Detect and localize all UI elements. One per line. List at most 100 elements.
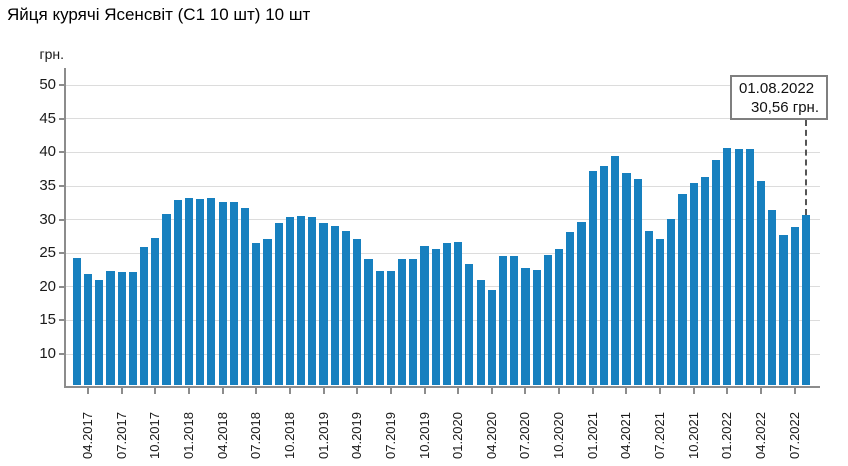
- price-bar[interactable]: [655, 239, 665, 386]
- price-bar[interactable]: [386, 270, 395, 386]
- price-bar[interactable]: [106, 270, 115, 386]
- price-bar[interactable]: [756, 181, 766, 386]
- price-bar[interactable]: [409, 259, 418, 386]
- price-bar[interactable]: [128, 272, 137, 386]
- price-bar[interactable]: [229, 202, 238, 386]
- x-axis-tick-label: 04.2019: [349, 412, 365, 459]
- gridline: [65, 353, 820, 355]
- price-bar[interactable]: [745, 149, 754, 386]
- price-bar[interactable]: [611, 155, 620, 386]
- x-axis-tick: [692, 387, 695, 394]
- price-bar[interactable]: [644, 231, 653, 386]
- price-bar[interactable]: [83, 274, 93, 386]
- price-bar[interactable]: [341, 231, 351, 386]
- x-axis-tick-label: 04.2018: [214, 412, 230, 459]
- price-bar[interactable]: [140, 246, 149, 386]
- price-bar[interactable]: [532, 270, 541, 386]
- y-axis-tick-label: 35: [39, 177, 56, 194]
- price-bar[interactable]: [196, 198, 205, 386]
- price-bar[interactable]: [599, 166, 609, 386]
- price-bar[interactable]: [442, 243, 452, 386]
- price-bar[interactable]: [678, 194, 687, 386]
- price-bar[interactable]: [117, 272, 126, 386]
- y-axis-tick-label: 25: [39, 244, 56, 262]
- price-bar[interactable]: [274, 223, 283, 386]
- price-bar[interactable]: [689, 183, 698, 386]
- price-bar[interactable]: [173, 199, 182, 386]
- x-axis-tick: [591, 387, 594, 394]
- price-bar[interactable]: [263, 238, 272, 386]
- annotation-date: 01.08.2022: [739, 80, 815, 97]
- price-bar[interactable]: [566, 231, 575, 386]
- y-axis-tick: [59, 151, 65, 154]
- price-bar[interactable]: [543, 254, 552, 386]
- price-bar[interactable]: [431, 248, 440, 386]
- y-axis-unit-label: грн.: [39, 46, 64, 62]
- price-bar[interactable]: [364, 259, 373, 386]
- price-bar[interactable]: [72, 258, 81, 386]
- price-bar[interactable]: [723, 147, 732, 386]
- price-bar[interactable]: [712, 159, 721, 386]
- annotation-box: 01.08.2022 30,56 грн.: [730, 75, 828, 120]
- price-bar[interactable]: [297, 216, 306, 386]
- x-axis-tick-label: 04.2020: [483, 412, 499, 459]
- y-axis-tick: [59, 185, 65, 187]
- price-bar[interactable]: [667, 219, 676, 386]
- y-axis-tick-label: 15: [39, 311, 56, 329]
- price-bar[interactable]: [330, 226, 339, 386]
- x-axis-line: [64, 385, 820, 388]
- price-bar[interactable]: [218, 202, 227, 386]
- price-bar[interactable]: [734, 149, 743, 386]
- price-bar[interactable]: [779, 234, 788, 386]
- price-bar[interactable]: [240, 208, 250, 386]
- price-bar[interactable]: [285, 217, 294, 386]
- x-axis-tick-label: 04.2021: [618, 412, 634, 459]
- gridline: [65, 219, 820, 221]
- x-axis-tick-label: 01.2022: [719, 412, 735, 459]
- x-axis-tick-label: 07.2020: [517, 412, 533, 459]
- price-bar[interactable]: [588, 171, 597, 386]
- price-bar[interactable]: [476, 280, 485, 386]
- price-bar[interactable]: [454, 241, 463, 386]
- price-bar[interactable]: [207, 197, 216, 386]
- price-bar[interactable]: [95, 280, 104, 386]
- price-bar[interactable]: [498, 256, 508, 386]
- price-bar[interactable]: [353, 238, 362, 386]
- price-bar[interactable]: [700, 176, 710, 386]
- price-bar[interactable]: [633, 179, 642, 386]
- x-axis-tick: [154, 387, 157, 394]
- price-bar[interactable]: [162, 213, 171, 386]
- price-bar[interactable]: [521, 268, 530, 386]
- price-bar[interactable]: [397, 259, 407, 386]
- x-axis-tick-label: 10.2018: [281, 412, 297, 459]
- price-bar[interactable]: [420, 245, 429, 386]
- price-bar[interactable]: [510, 256, 519, 386]
- x-axis-tick: [187, 387, 190, 394]
- x-axis-tick-label: 10.2021: [685, 412, 701, 459]
- price-bar[interactable]: [252, 242, 261, 386]
- price-bar[interactable]: [768, 209, 777, 386]
- gridline: [65, 151, 820, 153]
- price-bar[interactable]: [487, 290, 496, 386]
- x-axis-tick: [87, 387, 90, 394]
- y-axis-tick: [59, 319, 65, 322]
- x-axis-tick: [389, 387, 392, 394]
- price-bar[interactable]: [555, 248, 564, 386]
- price-bar[interactable]: [375, 270, 384, 386]
- x-axis-tick-label: 07.2019: [382, 412, 398, 459]
- price-bar[interactable]: [308, 217, 317, 386]
- annotation-value: 30,56 грн.: [751, 99, 819, 116]
- x-axis-tick: [356, 387, 359, 394]
- price-bar[interactable]: [801, 215, 810, 386]
- x-axis-tick-label: 07.2022: [786, 412, 802, 459]
- price-bar[interactable]: [790, 227, 799, 386]
- price-bar[interactable]: [577, 222, 586, 386]
- y-axis-tick-label: 45: [39, 109, 56, 127]
- price-bar[interactable]: [319, 223, 328, 386]
- price-bar[interactable]: [465, 264, 474, 386]
- price-bar[interactable]: [151, 237, 160, 386]
- price-bar[interactable]: [622, 172, 631, 386]
- price-bar[interactable]: [184, 197, 194, 386]
- y-axis-tick: [59, 252, 65, 255]
